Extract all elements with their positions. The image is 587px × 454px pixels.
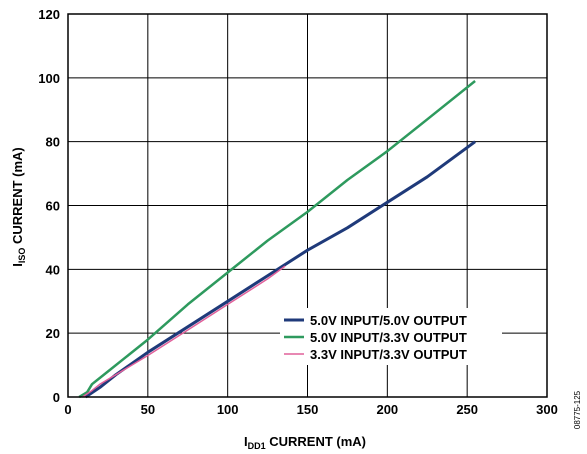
x-tick-label: 150 <box>297 402 319 417</box>
x-tick-label: 250 <box>456 402 478 417</box>
legend-background <box>280 308 502 365</box>
y-tick-label: 20 <box>46 326 60 341</box>
y-tick-label: 100 <box>38 71 60 86</box>
x-tick-labels: 0 50 100 150 200 250 300 <box>64 402 557 417</box>
series-line-3 <box>81 265 286 398</box>
series-line-2 <box>78 80 476 399</box>
y-tick-labels: 0 20 40 60 80 100 120 <box>38 7 60 405</box>
x-tick-label: 50 <box>141 402 155 417</box>
y-axis-title: IISO CURRENT (mA) <box>10 147 27 267</box>
y-tick-label: 120 <box>38 7 60 22</box>
legend-label: 5.0V INPUT/5.0V OUTPUT <box>310 313 467 328</box>
x-tick-label: 300 <box>536 402 558 417</box>
x-tick-label: 0 <box>64 402 71 417</box>
y-tick-label: 60 <box>46 199 60 214</box>
y-tick-label: 80 <box>46 135 60 150</box>
series-layer <box>78 80 476 399</box>
x-axis-title: IDD1 CURRENT (mA) <box>244 434 366 451</box>
x-tick-label: 200 <box>376 402 398 417</box>
plot-frame <box>67 13 548 398</box>
legend: 5.0V INPUT/5.0V OUTPUT 5.0V INPUT/3.3V OU… <box>280 308 502 365</box>
legend-label: 3.3V INPUT/3.3V OUTPUT <box>310 347 467 362</box>
x-tick-label: 100 <box>217 402 239 417</box>
figure-code: 08775-125 <box>573 390 582 429</box>
y-tick-label: 0 <box>53 390 60 405</box>
y-tick-label: 40 <box>46 262 60 277</box>
legend-label: 5.0V INPUT/3.3V OUTPUT <box>310 330 467 345</box>
